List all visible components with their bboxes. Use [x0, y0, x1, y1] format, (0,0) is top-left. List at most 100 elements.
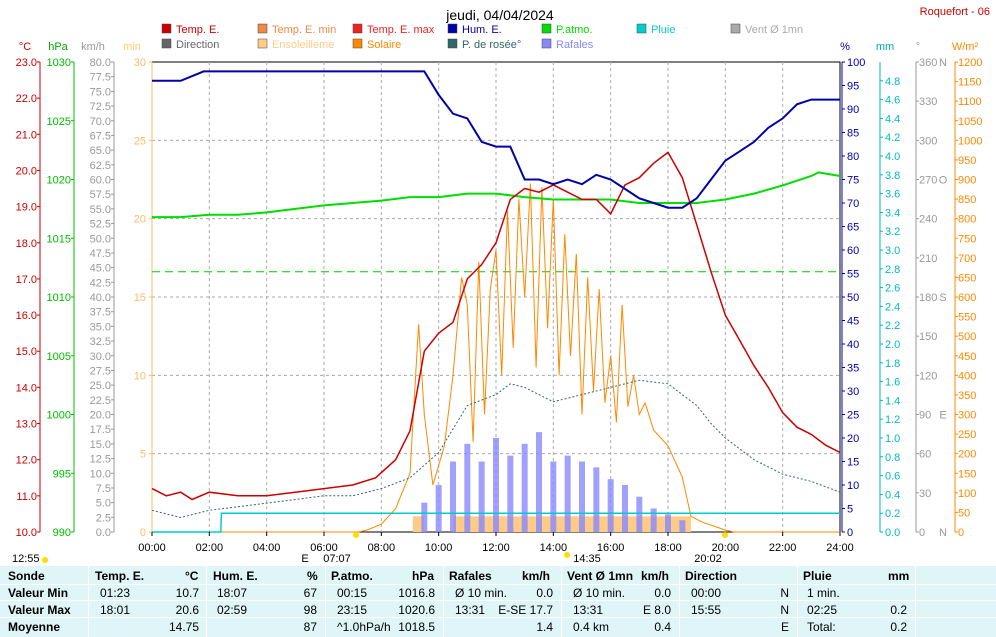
hum-value: 87	[303, 620, 317, 634]
tick-label-wind: 75.0	[90, 86, 111, 98]
th-hum: Hum. E.	[213, 569, 258, 583]
legend-label: Direction	[176, 39, 219, 51]
temp-value: 14.75	[168, 620, 199, 634]
th-wind-unit: km/h	[641, 569, 670, 583]
tick-label-solar: 600	[958, 292, 976, 304]
tick-label-solar: 300	[958, 410, 976, 422]
tick-label-wind: 15.0	[90, 439, 111, 451]
tick-label-solar: 550	[958, 312, 976, 324]
tick-label-rain: 2.2	[885, 320, 900, 332]
summary-table: Sonde Temp. E. °C Hum. E. % P.atmo. hPa …	[0, 566, 996, 637]
series-line-p-atmo	[152, 171, 841, 219]
tick-label-solar: 750	[958, 233, 976, 245]
tick-label-patm: 1030	[47, 57, 71, 69]
series-gust-bar	[450, 461, 456, 532]
hum-time: 02:59	[217, 603, 248, 617]
tick-label-dir: 60	[919, 449, 931, 461]
tick-label-hum: 70	[847, 198, 859, 210]
tick-label-solar: 250	[958, 429, 976, 441]
legend-label: P.atmo.	[556, 24, 593, 36]
tick-label-rain: 2.8	[885, 264, 900, 276]
legend-swatch	[352, 23, 363, 34]
legend-label: Ensoleilleme	[272, 39, 334, 51]
tick-label-temp: 16.0	[16, 310, 37, 322]
legend-swatch	[257, 38, 268, 49]
axis-unit-solar: W/m²	[952, 41, 979, 53]
tick-label-solar: 1000	[958, 135, 982, 147]
tick-label-wind: 32.5	[90, 336, 111, 348]
tick-label-hum: 95	[847, 81, 859, 93]
tick-label-hum: 55	[847, 269, 859, 281]
tick-label-wind: 22.5	[90, 395, 111, 407]
tick-label-patm: 1010	[47, 292, 71, 304]
series-line-temp-e	[151, 151, 841, 501]
temp-time: 01:23	[100, 586, 131, 600]
tick-label-hum: 15	[847, 457, 859, 469]
x-tick-label: 16:00	[597, 542, 625, 554]
tick-label-hum: 60	[847, 245, 859, 257]
legend-swatch	[257, 23, 268, 34]
tick-label-rain: 3.2	[885, 226, 900, 238]
axis-unit-sun: min	[123, 41, 141, 53]
series-gust-bar	[650, 508, 657, 532]
axis-unit-temp: °C	[19, 41, 31, 53]
tick-label-wind: 40.0	[90, 292, 111, 304]
time-marker: 14:35	[573, 553, 601, 565]
tick-label-solar: 850	[958, 194, 976, 206]
tick-label-solar: 950	[958, 155, 976, 167]
tick-label-rain: 0.0	[885, 527, 900, 539]
tick-label-rain: 1.4	[885, 395, 900, 407]
tick-label-wind: 72.5	[90, 101, 111, 113]
tick-label-temp: 19.0	[16, 202, 37, 214]
tick-label-sun: 20	[134, 214, 146, 226]
tick-label-wind: 67.5	[90, 130, 111, 142]
time-marker: E	[301, 553, 308, 565]
th-rain-unit: mm	[888, 569, 910, 583]
tick-label-solar: 650	[958, 272, 976, 284]
tick-label-wind: 20.0	[90, 410, 111, 422]
legend-label: Temp. E. max	[367, 24, 435, 36]
temp-value: 20.6	[175, 603, 199, 617]
series-gust-bar	[493, 438, 499, 532]
x-axis: 00:00 02:00 04:00 06:00 08:00 10:00 12:00 14:00…	[138, 532, 854, 554]
station-name[interactable]: Roquefort - 06	[920, 6, 990, 18]
tick-label-hum: 45	[847, 316, 859, 328]
tick-label-wind: 35.0	[90, 321, 111, 333]
tick-label-dir: 330	[919, 96, 937, 108]
cardinal-label: S	[939, 292, 946, 304]
series-line-pluie	[152, 512, 840, 533]
tick-label-rain: 1.8	[885, 358, 900, 370]
tick-label-wind: 42.5	[90, 277, 111, 289]
tick-label-rain: 3.8	[885, 170, 900, 182]
legend-swatch	[636, 23, 647, 34]
x-tick-label: 08:00	[368, 542, 396, 554]
tick-label-patm: 990	[53, 527, 71, 539]
th-direction: Direction	[685, 569, 738, 583]
x-tick-label: 18:00	[654, 542, 682, 554]
tick-label-dir: 360	[919, 57, 937, 69]
legend-swatch	[541, 38, 552, 49]
tick-label-solar: 700	[958, 253, 976, 265]
tick-label-dir: 180	[919, 292, 937, 304]
tick-label-rain: 3.0	[885, 245, 900, 257]
tick-label-wind: 5.0	[96, 498, 111, 510]
gust-value: E-SE 17.7	[498, 603, 553, 617]
gust-label: 13:31	[455, 603, 486, 617]
cardinal-label: N	[939, 527, 947, 539]
axes: 10.0 11.0 12.0 13.0 14.0 15.0 16.0 17.0 18.0 19.0…	[16, 57, 983, 539]
th-hum-unit: %	[307, 569, 318, 583]
legend-label: P. de rosée°	[462, 39, 521, 51]
series-gust-bar	[421, 502, 428, 532]
patm-time: 00:15	[337, 586, 368, 600]
tick-label-wind: 17.5	[90, 424, 111, 436]
series-gust-bar	[607, 479, 614, 532]
x-tick-label: 02:00	[196, 542, 224, 554]
tick-label-wind: 47.5	[90, 248, 111, 260]
tick-label-temp: 17.0	[16, 274, 37, 286]
tick-label-temp: 11.0	[16, 491, 37, 503]
x-tick-label: 22:00	[769, 542, 797, 554]
wind-label: Ø 10 min.	[573, 586, 626, 600]
tick-label-patm: 1015	[47, 233, 71, 245]
series-sunshine-bar	[412, 516, 425, 532]
gust-value: 0.0	[536, 586, 553, 600]
